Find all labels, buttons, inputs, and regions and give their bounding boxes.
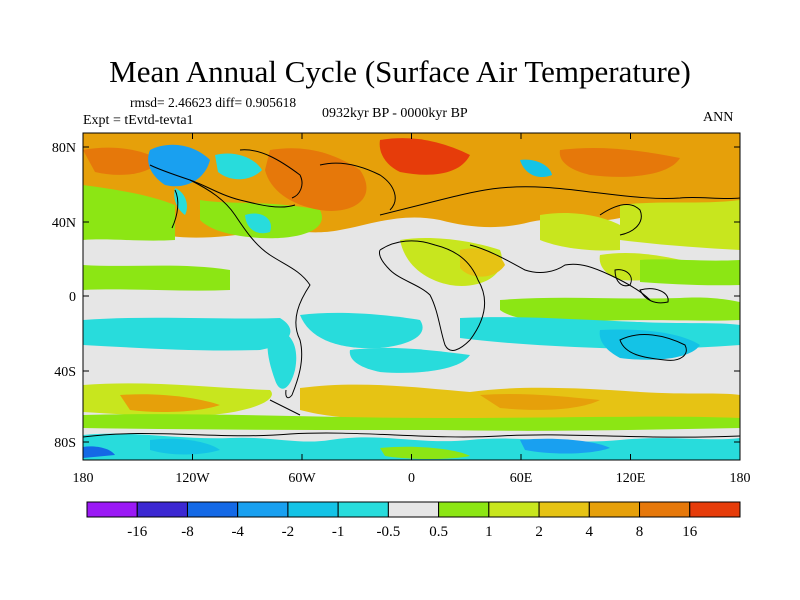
season-label: ANN (703, 110, 734, 125)
lon-tick-label: 180 (730, 471, 751, 486)
anomaly-field (83, 133, 740, 460)
lat-tick-label: 40S (54, 365, 76, 380)
lat-tick-label: 80N (52, 141, 76, 156)
colorbar-swatch (588, 501, 641, 518)
lon-tick-label: 60W (288, 471, 316, 486)
colorbar-swatch (438, 501, 490, 518)
colorbar-swatch (689, 501, 741, 518)
colorbar-swatch (337, 501, 389, 518)
colorbar-swatch (639, 501, 691, 518)
latitude-axis: 80N 40N 0 40S 80S (52, 141, 740, 451)
longitude-axis: 180 120W 60W 0 60E 120E 180 (73, 133, 751, 486)
period-label: 0932kyr BP - 0000kyr BP (322, 106, 468, 121)
colorbar-level-label: -2 (282, 524, 295, 540)
colorbar-swatch (186, 501, 239, 518)
rmsd-diff-stats: rmsd= 2.46623 diff= 0.905618 (130, 95, 297, 110)
lon-tick-label: 0 (408, 471, 415, 486)
colorbar-level-label: -8 (181, 524, 194, 540)
experiment-label: Expt = tEvtd-tevta1 (83, 113, 194, 128)
colorbar-level-label: 4 (586, 524, 594, 540)
lon-tick-label: 120W (175, 471, 210, 486)
colorbar-level-label: 0.5 (429, 524, 448, 540)
lat-tick-label: 80S (54, 436, 76, 451)
chart-title: Mean Annual Cycle (Surface Air Temperatu… (109, 54, 691, 89)
lon-tick-label: 180 (73, 471, 94, 486)
coastlines (83, 149, 740, 438)
lat-tick-label: 40N (52, 216, 76, 231)
colorbar-level-label: -1 (332, 524, 345, 540)
colorbar-level-label: 16 (682, 524, 698, 540)
colorbar-swatch (538, 501, 590, 518)
colorbar-swatch (237, 501, 289, 518)
colorbar-swatch (387, 501, 440, 518)
colorbar-swatch (136, 501, 188, 518)
lat-tick-label: 0 (69, 290, 76, 305)
lon-tick-label: 120E (616, 471, 646, 486)
colorbar-level-label: 1 (485, 524, 493, 540)
lon-tick-label: 60E (510, 471, 533, 486)
colorbar-swatch (86, 501, 138, 518)
colorbar-swatch (287, 501, 339, 518)
colorbar-level-label: -0.5 (377, 524, 401, 540)
colorbar-swatch (488, 501, 540, 518)
colorbar-level-label: 2 (535, 524, 543, 540)
colorbar-level-label: -4 (231, 524, 244, 540)
colorbar-level-label: -16 (127, 524, 147, 540)
colorbar-level-label: 8 (636, 524, 644, 540)
